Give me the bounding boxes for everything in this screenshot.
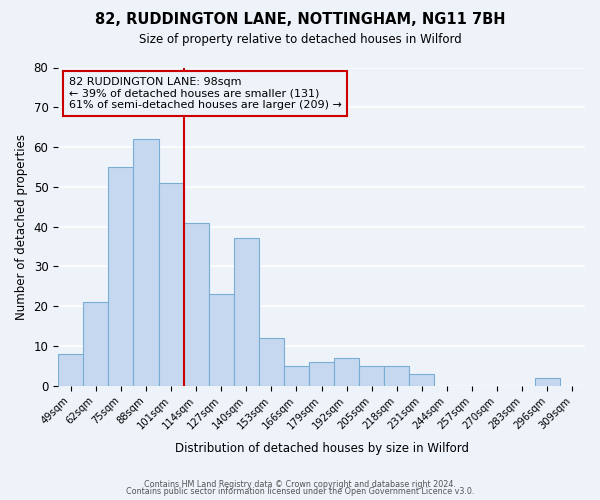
Text: Contains HM Land Registry data © Crown copyright and database right 2024.: Contains HM Land Registry data © Crown c…: [144, 480, 456, 489]
Bar: [384, 366, 409, 386]
Bar: [109, 167, 133, 386]
X-axis label: Distribution of detached houses by size in Wilford: Distribution of detached houses by size …: [175, 442, 469, 455]
Bar: [309, 362, 334, 386]
Text: 82 RUDDINGTON LANE: 98sqm
← 39% of detached houses are smaller (131)
61% of semi: 82 RUDDINGTON LANE: 98sqm ← 39% of detac…: [68, 77, 341, 110]
Bar: [259, 338, 284, 386]
Text: Contains public sector information licensed under the Open Government Licence v3: Contains public sector information licen…: [126, 488, 474, 496]
Bar: [209, 294, 234, 386]
Bar: [58, 354, 83, 386]
Text: Size of property relative to detached houses in Wilford: Size of property relative to detached ho…: [139, 32, 461, 46]
Bar: [409, 374, 434, 386]
Y-axis label: Number of detached properties: Number of detached properties: [15, 134, 28, 320]
Bar: [83, 302, 109, 386]
Bar: [184, 222, 209, 386]
Bar: [133, 139, 158, 386]
Bar: [158, 183, 184, 386]
Bar: [359, 366, 384, 386]
Bar: [334, 358, 359, 386]
Text: 82, RUDDINGTON LANE, NOTTINGHAM, NG11 7BH: 82, RUDDINGTON LANE, NOTTINGHAM, NG11 7B…: [95, 12, 505, 28]
Bar: [284, 366, 309, 386]
Bar: [535, 378, 560, 386]
Bar: [234, 238, 259, 386]
